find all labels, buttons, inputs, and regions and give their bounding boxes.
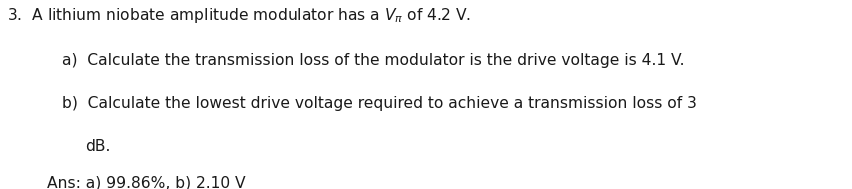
Text: a)  Calculate the transmission loss of the modulator is the drive voltage is 4.1: a) Calculate the transmission loss of th… (62, 53, 685, 68)
Text: b)  Calculate the lowest drive voltage required to achieve a transmission loss o: b) Calculate the lowest drive voltage re… (62, 96, 697, 111)
Text: Ans: a) 99.86%, b) 2.10 V: Ans: a) 99.86%, b) 2.10 V (47, 176, 245, 189)
Text: 3.  A lithium niobate amplitude modulator has a $V_{\pi}$ of 4.2 V.: 3. A lithium niobate amplitude modulator… (7, 6, 471, 25)
Text: dB.: dB. (85, 139, 111, 154)
